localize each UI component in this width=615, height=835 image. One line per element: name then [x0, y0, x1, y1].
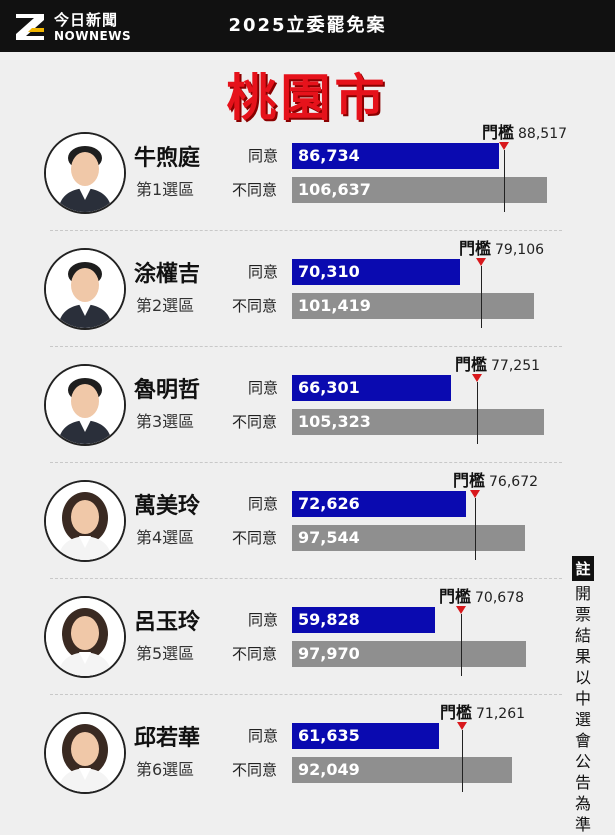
- avatar: [44, 596, 126, 678]
- footnote: 註 開票結果以中選會公告為準: [572, 556, 594, 835]
- agree-label: 同意: [248, 727, 279, 745]
- threshold-label: 門檻 77,251: [455, 351, 540, 375]
- threshold-line: [481, 266, 482, 328]
- district-label: 第1選區: [136, 180, 195, 199]
- row-divider: [50, 694, 562, 695]
- candidate-row: 牛煦庭第1選區 同意不同意 86,734 106,637 門檻 88,517: [0, 122, 600, 238]
- nownews-logo-icon: [14, 10, 46, 42]
- disagree-bar: 97,970: [292, 641, 526, 667]
- threshold-label: 門檻 79,106: [459, 235, 544, 259]
- agree-label: 同意: [248, 495, 279, 513]
- threshold-word: 門檻: [459, 239, 492, 258]
- candidate-row: 魯明哲第3選區 同意不同意 66,301 105,323 門檻 77,251: [0, 354, 600, 470]
- agree-label: 同意: [248, 611, 279, 629]
- threshold-marker-icon: [470, 490, 480, 498]
- threshold-word: 門檻: [439, 587, 472, 606]
- threshold-line: [477, 382, 478, 444]
- threshold-value: 70,678: [475, 590, 525, 606]
- district-label: 第3選區: [136, 412, 195, 431]
- threshold-label: 門檻 76,672: [453, 467, 538, 491]
- threshold-label: 門檻 88,517: [482, 119, 567, 143]
- agree-bar: 72,626: [292, 491, 466, 517]
- threshold-value: 79,106: [495, 242, 545, 258]
- disagree-label: 不同意: [232, 297, 278, 315]
- agree-label: 同意: [248, 263, 279, 281]
- agree-label: 同意: [248, 379, 279, 397]
- candidate-row: 萬美玲第4選區 同意不同意 72,626 97,544 門檻 76,672: [0, 470, 600, 586]
- threshold-marker-icon: [499, 142, 509, 150]
- district-label: 第4選區: [136, 528, 195, 547]
- threshold-value: 71,261: [476, 706, 526, 722]
- disagree-bar: 105,323: [292, 409, 544, 435]
- agree-label: 同意: [248, 147, 279, 165]
- avatar: [44, 364, 126, 446]
- avatar: [44, 132, 126, 214]
- disagree-bar: 97,544: [292, 525, 525, 551]
- agree-bar: 61,635: [292, 723, 439, 749]
- city-title: 桃園市: [226, 69, 389, 127]
- candidate-name: 邱若華: [134, 726, 201, 751]
- page-title: 2025立委罷免案: [228, 15, 387, 36]
- district-label: 第6選區: [136, 760, 195, 779]
- agree-bar: 86,734: [292, 143, 499, 169]
- woman-portrait-icon: [46, 482, 124, 560]
- logo-english-text: NOWNEWS: [54, 29, 132, 43]
- threshold-label: 門檻 71,261: [440, 699, 525, 723]
- disagree-bar: 101,419: [292, 293, 534, 319]
- threshold-value: 77,251: [491, 358, 541, 374]
- threshold-line: [504, 150, 505, 212]
- threshold-marker-icon: [472, 374, 482, 382]
- row-divider: [50, 578, 562, 579]
- row-divider: [50, 346, 562, 347]
- threshold-word: 門檻: [453, 471, 486, 490]
- disagree-label: 不同意: [232, 761, 278, 779]
- candidate-row: 邱若華第6選區 同意不同意 61,635 92,049 門檻 71,261: [0, 702, 600, 818]
- man-portrait-icon: [46, 366, 124, 444]
- disagree-label: 不同意: [232, 413, 278, 431]
- candidate-name: 呂玉玲: [134, 610, 201, 635]
- woman-portrait-icon: [46, 714, 124, 792]
- agree-bar: 66,301: [292, 375, 451, 401]
- threshold-word: 門檻: [455, 355, 488, 374]
- threshold-value: 88,517: [518, 126, 568, 142]
- district-label: 第5選區: [136, 644, 195, 663]
- disagree-label: 不同意: [232, 529, 278, 547]
- candidate-name: 涂權吉: [134, 262, 201, 287]
- top-bar: 今日新聞 NOWNEWS 2025立委罷免案: [0, 0, 615, 52]
- man-portrait-icon: [46, 134, 124, 212]
- threshold-line: [462, 730, 463, 792]
- footnote-text: 開票結果以中選會公告為準: [574, 584, 591, 834]
- man-portrait-icon: [46, 250, 124, 328]
- candidate-row: 呂玉玲第5選區 同意不同意 59,828 97,970 門檻 70,678: [0, 586, 600, 702]
- disagree-label: 不同意: [232, 181, 278, 199]
- district-label: 第2選區: [136, 296, 195, 315]
- agree-bar: 59,828: [292, 607, 435, 633]
- threshold-line: [475, 498, 476, 560]
- threshold-line: [461, 614, 462, 676]
- row-divider: [50, 230, 562, 231]
- candidate-row: 涂權吉第2選區 同意不同意 70,310 101,419 門檻 79,106: [0, 238, 600, 354]
- threshold-marker-icon: [456, 606, 466, 614]
- footnote-label: 註: [572, 556, 594, 581]
- row-divider: [50, 462, 562, 463]
- threshold-word: 門檻: [440, 703, 473, 722]
- avatar: [44, 480, 126, 562]
- logo-chinese-text: 今日新聞: [54, 11, 119, 29]
- threshold-value: 76,672: [489, 474, 539, 490]
- threshold-word: 門檻: [482, 123, 515, 142]
- woman-portrait-icon: [46, 598, 124, 676]
- disagree-label: 不同意: [232, 645, 278, 663]
- agree-bar: 70,310: [292, 259, 460, 285]
- candidate-name: 魯明哲: [134, 378, 201, 403]
- threshold-label: 門檻 70,678: [439, 583, 524, 607]
- threshold-marker-icon: [457, 722, 467, 730]
- candidate-name: 牛煦庭: [134, 146, 201, 171]
- candidate-name: 萬美玲: [134, 494, 201, 519]
- threshold-marker-icon: [476, 258, 486, 266]
- avatar: [44, 248, 126, 330]
- disagree-bar: 92,049: [292, 757, 512, 783]
- avatar: [44, 712, 126, 794]
- disagree-bar: 106,637: [292, 177, 547, 203]
